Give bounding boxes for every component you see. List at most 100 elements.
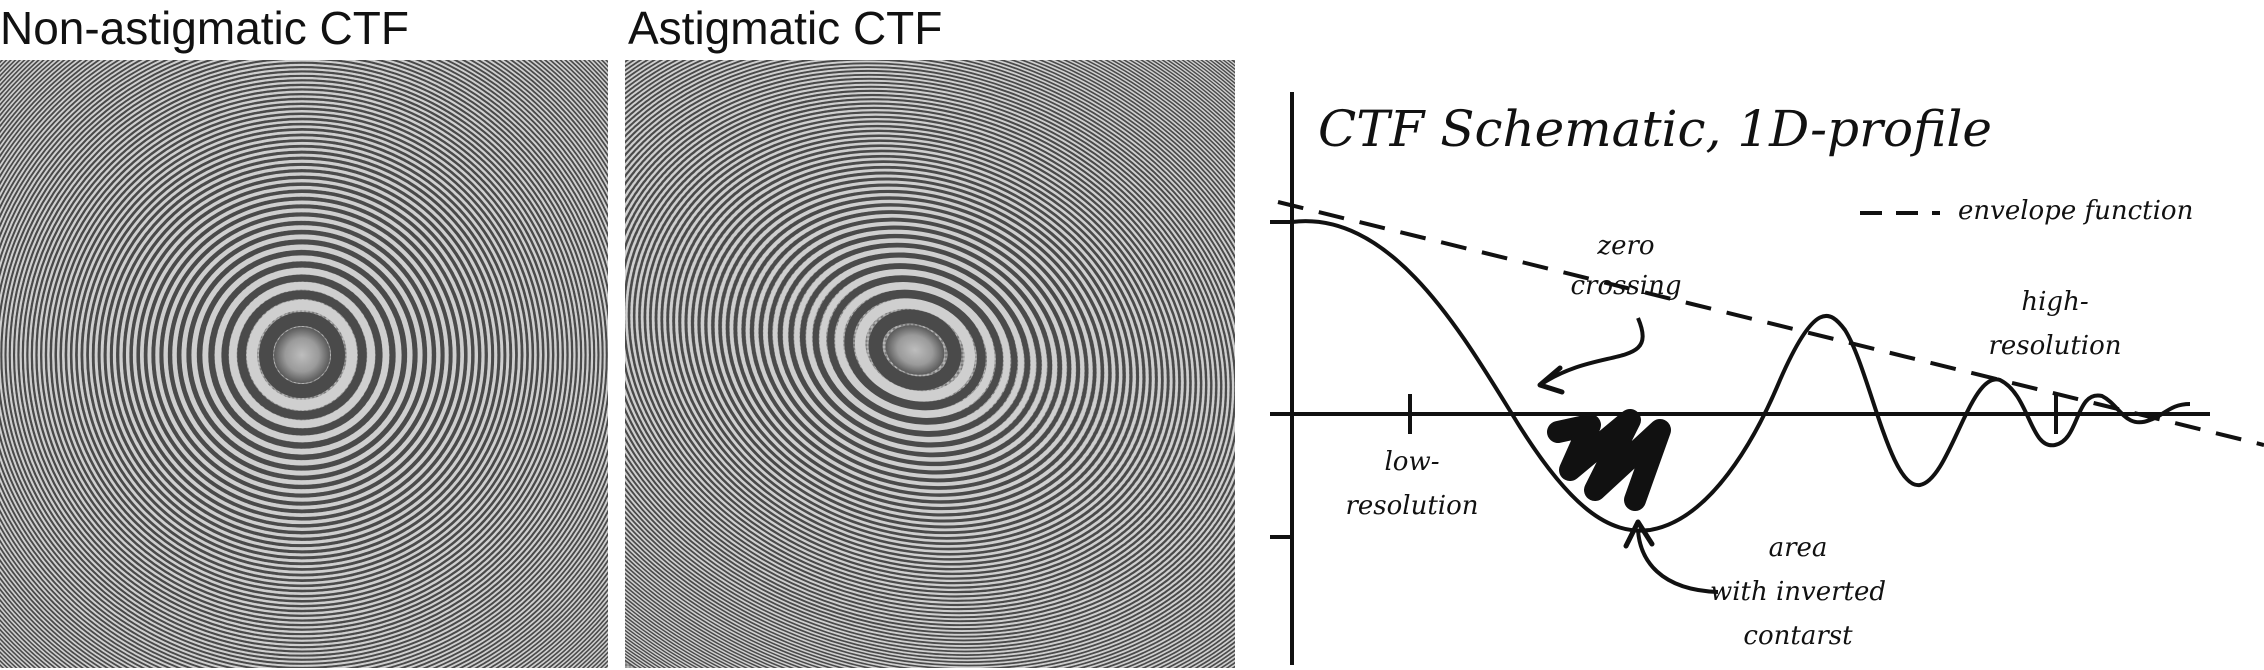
ctf-ring xyxy=(2,60,602,655)
ctf-ring xyxy=(694,162,1136,538)
ctf-ring xyxy=(690,160,1140,540)
ctf-ring xyxy=(854,298,976,402)
ctf-ring xyxy=(151,204,453,506)
ctf-ring xyxy=(625,66,1235,634)
area-label-2: with inverted xyxy=(1710,577,1886,607)
ctf-ring xyxy=(627,106,1203,594)
ctf-ring xyxy=(625,79,1235,621)
ctf-ring xyxy=(625,60,1235,664)
ctf-ring xyxy=(714,180,1116,520)
non-astigmatic-ctf-rings xyxy=(0,60,608,668)
ctf-ring xyxy=(109,162,495,548)
ctf-ring xyxy=(122,175,482,535)
ctf-ring xyxy=(625,67,1235,633)
ctf-ring xyxy=(625,60,1235,649)
ctf-ring xyxy=(37,90,567,620)
ctf-ring xyxy=(681,152,1149,548)
ctf-ring xyxy=(625,75,1235,625)
ctf-ring xyxy=(0,60,606,659)
ctf-ring xyxy=(819,268,1011,432)
area-arrowhead xyxy=(1623,519,1655,549)
ctf-ring xyxy=(625,89,1223,611)
ctf-ring xyxy=(625,60,1235,640)
ctf-ring xyxy=(625,60,1235,642)
ctf-ring xyxy=(625,60,1235,668)
ctf-ring xyxy=(729,192,1101,508)
ctf-ring xyxy=(643,120,1187,580)
ctf-ring xyxy=(625,100,1210,600)
ctf-ring xyxy=(777,233,1053,467)
ctf-ring xyxy=(763,221,1067,479)
ctf-ring xyxy=(806,257,1024,443)
ctf-ring xyxy=(684,154,1146,546)
ctf-ring xyxy=(663,136,1167,564)
ctf-ring xyxy=(754,213,1076,487)
ctf-ring xyxy=(106,159,498,551)
ctf-ring xyxy=(672,144,1158,556)
ctf-ring xyxy=(630,108,1200,592)
ctf-ring xyxy=(722,186,1108,514)
ctf-ring xyxy=(812,262,1018,438)
ctf-ring xyxy=(625,60,1235,668)
ctf-ring xyxy=(186,239,418,471)
ctf-curve xyxy=(1291,219,2191,533)
ctf-ring xyxy=(30,83,574,627)
ctf-ring xyxy=(725,189,1105,511)
ctf-ring xyxy=(0,60,608,663)
ctf-ring xyxy=(625,60,1235,644)
ctf-ring xyxy=(657,131,1173,569)
ctf-ring xyxy=(91,144,513,566)
ctf-ring xyxy=(718,183,1112,517)
ctf-ring xyxy=(625,60,1235,668)
ctf-ring xyxy=(625,83,1230,617)
ctf-ring xyxy=(0,60,608,661)
ctf-ring xyxy=(172,225,432,485)
ctf-ring xyxy=(666,139,1164,561)
ctf-ring xyxy=(737,199,1093,501)
ctf-ring xyxy=(625,60,1235,648)
ctf-ring xyxy=(49,102,555,608)
ctf-schematic: CTF Schematic, 1D-profile envelope funct… xyxy=(1270,92,2264,665)
ctf-ring xyxy=(202,255,402,455)
ctf-ring xyxy=(625,60,1235,668)
zero-crossing-label-1: zero xyxy=(1596,231,1654,261)
ctf-ring xyxy=(167,220,437,490)
ctf-ring xyxy=(77,130,527,580)
ctf-ring xyxy=(191,244,413,466)
ctf-ring xyxy=(54,107,550,603)
ctf-ring xyxy=(19,72,585,638)
ctf-ring xyxy=(625,60,1235,668)
ctf-ring xyxy=(625,64,1235,636)
ctf-ring xyxy=(39,92,565,618)
ctf-ring xyxy=(12,65,592,645)
ctf-ring xyxy=(758,217,1072,483)
ctf-ring xyxy=(625,87,1225,613)
ctf-ring xyxy=(0,60,608,667)
astigmatic-title: Astigmatic CTF xyxy=(628,2,943,54)
ctf-ring xyxy=(641,117,1189,583)
ctf-ring xyxy=(625,60,1235,668)
ctf-ring xyxy=(625,97,1213,603)
ctf-ring xyxy=(0,60,604,657)
ctf-ring xyxy=(733,196,1097,504)
ctf-ring xyxy=(132,185,472,525)
ctf-ring xyxy=(97,150,507,560)
ctf-ring xyxy=(72,125,532,585)
ctf-ring xyxy=(83,136,521,574)
ctf-ring xyxy=(228,281,376,429)
ctf-ring xyxy=(10,63,594,647)
ctf-ring xyxy=(625,60,1235,660)
ctf-ring xyxy=(155,208,449,502)
ctf-ring xyxy=(635,113,1195,587)
ctf-ring xyxy=(669,141,1161,559)
ctf-ring xyxy=(625,60,1235,668)
ctf-ring xyxy=(625,73,1235,627)
non-astigmatic-title: Non-astigmatic CTF xyxy=(0,2,409,54)
ctf-ring xyxy=(0,60,608,668)
ctf-ring xyxy=(94,147,510,563)
ctf-ring xyxy=(88,141,516,569)
ctf-ring xyxy=(625,95,1215,605)
ctf-ring xyxy=(827,274,1003,426)
area-label-3: contarst xyxy=(1743,621,1853,651)
ctf-ring xyxy=(69,122,535,588)
